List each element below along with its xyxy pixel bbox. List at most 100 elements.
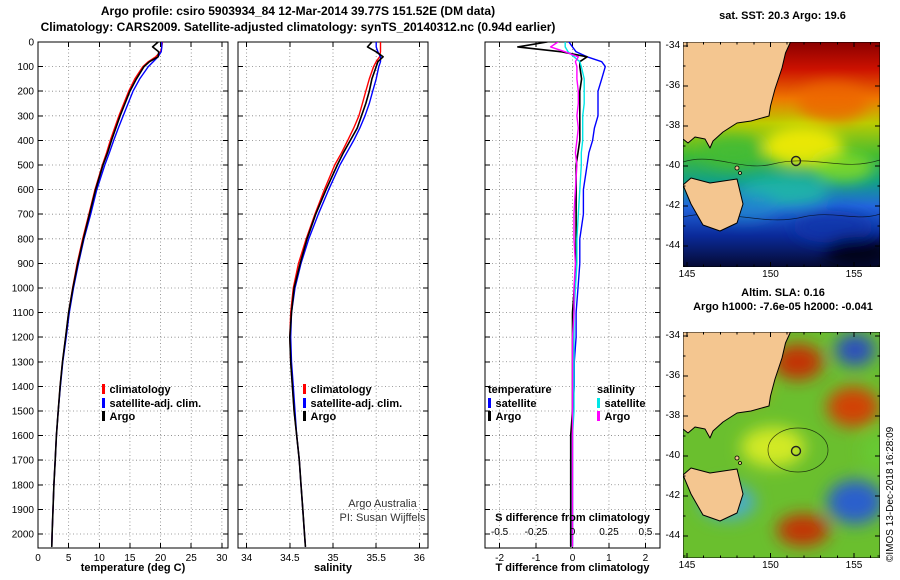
lat-tick-label: -42	[665, 200, 680, 211]
temperature-axis-label: temperature (deg C)	[80, 562, 186, 574]
depth-tick-label: 1500	[12, 406, 35, 417]
lat-tick-label: -44	[665, 240, 680, 251]
legend-item: Argo	[488, 411, 552, 425]
argo-line-marker	[102, 411, 105, 421]
island	[734, 455, 740, 461]
depth-tick-label: 500	[17, 160, 34, 171]
lon-tick-label: 155	[845, 560, 863, 571]
sst-map	[683, 42, 880, 267]
lat-tick-label: -40	[665, 160, 680, 171]
salinity-profile-lines	[288, 42, 384, 548]
x-tick-label: 35.5	[366, 553, 386, 564]
legend-item: climatology	[303, 384, 402, 398]
depth-tick-label: 200	[17, 87, 34, 98]
legend-header: salinity	[597, 384, 635, 396]
legend-label: satellite	[604, 397, 646, 410]
x-tick-label: 25	[186, 553, 198, 564]
float-position-marker	[790, 445, 802, 457]
s-argo-line-marker	[597, 411, 600, 421]
x-tick-label: 2	[643, 553, 649, 564]
depth-tick-label: 2000	[12, 529, 35, 540]
s-difference-tick-label: 0.25	[599, 527, 619, 538]
s-difference-tick-label: -0.25	[525, 527, 548, 538]
legend-label: climatology	[310, 384, 372, 396]
x-tick-label: 1	[606, 553, 612, 564]
island	[738, 461, 742, 465]
salinity-axis-label: salinity	[314, 562, 352, 574]
depth-tick-label: 1900	[12, 505, 35, 516]
lat-tick-label: -36	[665, 370, 680, 381]
float-position-marker	[790, 155, 802, 167]
legend-label: climatology	[109, 384, 171, 396]
depth-tick-label: 1000	[12, 283, 35, 294]
t-difference-axis-label: T difference from climatology	[495, 562, 650, 574]
lat-tick-label: -44	[665, 530, 680, 541]
salinity-profile-satellite-adj-clim-line	[290, 42, 382, 547]
salinity-legend: climatology satellite-adj. clim. Argo	[303, 384, 402, 425]
australia-landmass	[683, 332, 791, 439]
temperature-profile-frame	[37, 41, 229, 549]
lat-tick-label: -34	[665, 40, 680, 51]
tasmania-landmass	[683, 467, 744, 522]
island	[738, 171, 742, 175]
x-tick-label: 15	[124, 553, 136, 564]
x-tick-label: -1	[532, 553, 541, 564]
lon-tick-label: 150	[762, 269, 779, 280]
depth-tick-label: 0	[28, 38, 34, 49]
depth-tick-label: 100	[17, 62, 34, 73]
figure-subtitle: Climatology: CARS2009. Satellite-adjuste…	[40, 20, 556, 34]
depth-tick-label: 600	[17, 185, 34, 196]
attribution-line: PI: Susan Wijffels	[339, 512, 426, 524]
t-satellite-line-marker	[488, 397, 491, 408]
sla-map	[683, 332, 880, 558]
x-tick-label: -2	[495, 553, 504, 564]
x-tick-label: 5	[66, 553, 72, 564]
lon-tick-label: 145	[678, 560, 696, 571]
argo-line-marker	[303, 411, 306, 421]
depth-tick-label: 1100	[12, 308, 34, 319]
x-tick-label: 10	[94, 553, 106, 564]
lat-tick-label: -38	[665, 410, 680, 421]
legend-label: Argo	[310, 411, 337, 423]
lat-tick-label: -38	[665, 120, 680, 131]
x-tick-label: 30	[216, 553, 228, 564]
sst-map-title: sat. SST: 20.3 Argo: 19.6	[719, 10, 846, 22]
depth-tick-label: 1800	[12, 480, 35, 491]
lat-tick-label: -34	[665, 330, 680, 341]
s-difference-axis-label: S difference from climatology	[495, 512, 651, 524]
sst-contour	[683, 158, 880, 167]
legend-label: Argo	[604, 411, 631, 423]
temperature-legend: climatology satellite-adj. clim. Argo	[102, 384, 201, 425]
difference-profile-t-argo-line	[516, 42, 588, 548]
sla-map-title-line2: Argo h1000: -7.6e-05 h2000: -0.041	[693, 301, 873, 313]
lat-tick-label: -40	[665, 450, 680, 461]
temperature-profile-argo-line	[50, 42, 160, 548]
climatology-line-marker	[303, 384, 306, 394]
salinity-difference-legend: salinity satellite Argo	[597, 384, 645, 425]
difference-profile-lines	[516, 42, 606, 548]
satellite-clim-line-marker	[102, 397, 105, 408]
s-difference-tick-label: 0.5	[638, 527, 652, 538]
s-difference-tick-label: -0.5	[491, 527, 509, 538]
legend-label: Argo	[109, 411, 136, 423]
profile-panels-svg: 0 5 10 15 20 25 300100200300400500600700800900…	[12, 38, 661, 564]
legend-header: temperature	[488, 384, 552, 396]
s-satellite-line-marker	[597, 397, 600, 408]
x-tick-label: 35	[327, 553, 339, 564]
legend-item: Argo	[102, 411, 201, 425]
temperature-profile-lines	[50, 42, 164, 548]
island	[734, 165, 740, 171]
legend-label: satellite-adj. clim.	[310, 397, 403, 410]
lon-tick-label: 150	[762, 560, 779, 571]
depth-tick-label: 900	[17, 259, 34, 270]
depth-tick-label: 300	[17, 111, 34, 122]
sla-map-title-line1: Altim. SLA: 0.16	[741, 287, 825, 299]
legend-item: climatology	[102, 384, 201, 398]
x-tick-label: 20	[155, 553, 167, 564]
depth-tick-label: 800	[17, 234, 34, 245]
temperature-difference-legend: temperature satellite Argo	[488, 384, 552, 425]
lon-tick-label: 155	[845, 269, 863, 280]
depth-tick-label: 400	[17, 136, 34, 147]
legend-item: Argo	[303, 411, 402, 425]
